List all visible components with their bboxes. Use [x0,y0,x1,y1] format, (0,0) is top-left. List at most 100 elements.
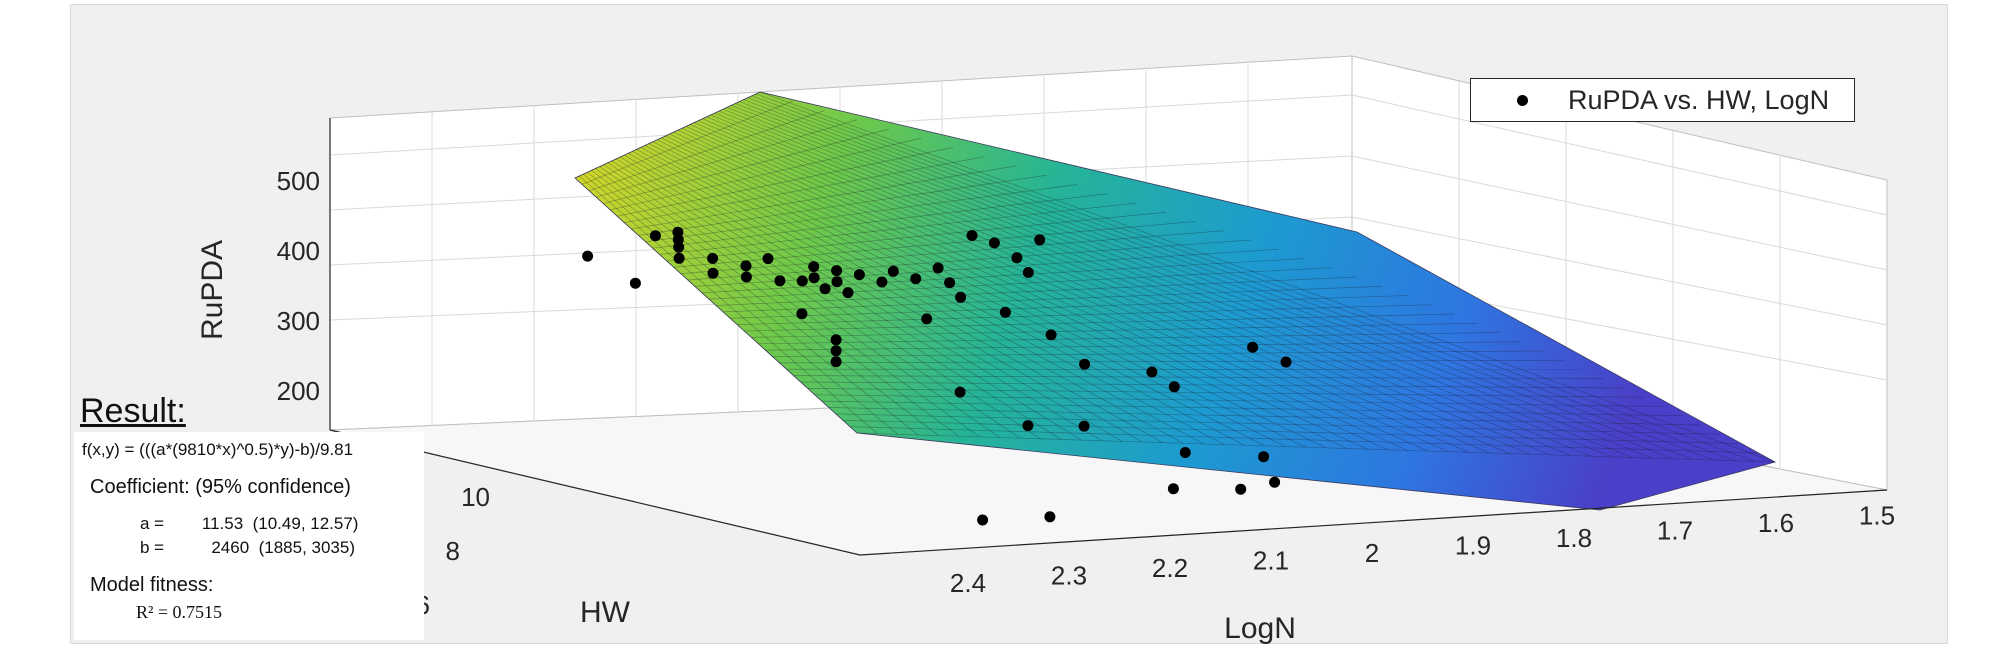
x-tick-label: 2.2 [1152,553,1188,583]
scatter-points [582,226,1292,526]
mesh-line [743,99,1694,460]
fit-surface [574,91,1777,511]
data-point [830,334,842,346]
mesh-line [698,120,1470,453]
mesh-line [687,239,1252,281]
mesh-line [702,118,1490,454]
legend: RuPDA vs. HW, LogN [1470,78,1855,122]
mesh-line [587,171,919,436]
mesh-line [772,350,1543,357]
z-tick-label: 500 [277,166,320,196]
data-point [921,313,933,325]
mesh-line [595,168,960,437]
mesh-line [652,141,1245,446]
data-point [796,308,808,320]
data-point [582,250,594,262]
mesh-line [603,128,890,204]
mesh-line [759,92,1775,463]
y-axis-label: HW [580,596,631,629]
data-point [1269,476,1281,488]
x-tick-label: 2.1 [1253,546,1289,576]
data-point [1078,420,1090,432]
mesh-line [599,166,980,438]
mesh-line [677,129,1368,450]
mesh-line [673,221,1196,268]
data-point [673,241,685,253]
mesh-line [620,156,1082,441]
data-point [740,271,752,283]
data-point [910,273,922,285]
x-axis-label: LogN [1224,612,1296,645]
tick-labels: 50040030020010862.42.32.22.121.91.81.71.… [277,166,1895,620]
mesh-line [631,165,1016,230]
coefficient-b: b = 2460 (1885, 3035) [140,538,356,557]
x-tick-label: 1.7 [1657,516,1693,546]
mesh-line [575,177,858,434]
r-squared-value: R² = 0.7515 [136,602,223,622]
mesh-line [636,149,1164,443]
mesh-line [739,101,1674,460]
z-tick-label: 400 [277,236,320,266]
mesh-line [694,122,1449,453]
legend-entry: RuPDA vs. HW, LogN [1568,84,1830,115]
mesh-line [714,112,1551,456]
mesh-line [588,110,825,192]
data-point [707,252,719,264]
fit-formula: f(x,y) = (((a*(9810*x)^0.5)*y)-b)/9.81 [82,440,354,459]
data-point [1044,511,1056,523]
mesh-line [758,332,1500,345]
data-point [819,283,831,295]
data-point [944,277,956,289]
mesh-line [821,400,1683,417]
mesh-line [701,258,1306,294]
data-point [649,230,661,242]
mesh-line [765,341,1522,351]
mesh-line [610,137,922,211]
x-tick-label: 1.9 [1455,531,1491,561]
data-point [932,262,944,274]
mesh-line [835,413,1720,435]
coefficient-header: Coefficient: (95% confidence) [90,476,351,498]
result-title: Result: [80,392,186,430]
mesh-line [681,127,1388,451]
data-point [1079,358,1091,370]
mesh-line [578,175,878,434]
z-axis-label: RuPDA [196,240,229,340]
mesh-line [706,116,1510,454]
x-tick-label: 1.8 [1556,523,1592,553]
data-point [887,265,899,277]
axis-lines [329,118,1888,556]
mesh-line [652,193,1108,249]
data-point [988,237,1000,249]
grid-line-z [1351,216,1888,326]
grid-line-z [1351,94,1888,216]
mesh-line [611,160,1041,440]
mesh-line [648,143,1225,445]
data-point [831,265,843,277]
data-point [629,277,641,289]
mesh-line [726,106,1612,458]
mesh-line [849,426,1757,454]
data-point [1045,329,1057,341]
data-point [740,260,752,272]
data-point [1179,447,1191,458]
z-tick-label: 300 [277,306,320,336]
data-point [707,267,719,279]
data-point [955,291,967,303]
legend-marker-icon [1517,94,1528,106]
data-point [954,386,966,398]
mesh-line [814,394,1664,407]
mesh-line [603,164,1000,438]
mesh-line [722,108,1592,457]
mesh-line [607,162,1021,439]
data-point [1022,267,1034,278]
mesh-line [751,322,1478,338]
data-point [774,275,786,287]
mesh-line [856,432,1775,463]
mesh-line [591,170,939,436]
x-tick-label: 2 [1365,538,1379,568]
mesh-line [632,150,1143,443]
mesh-line [807,388,1645,398]
data-point [977,514,989,526]
mesh-line [638,174,1047,236]
